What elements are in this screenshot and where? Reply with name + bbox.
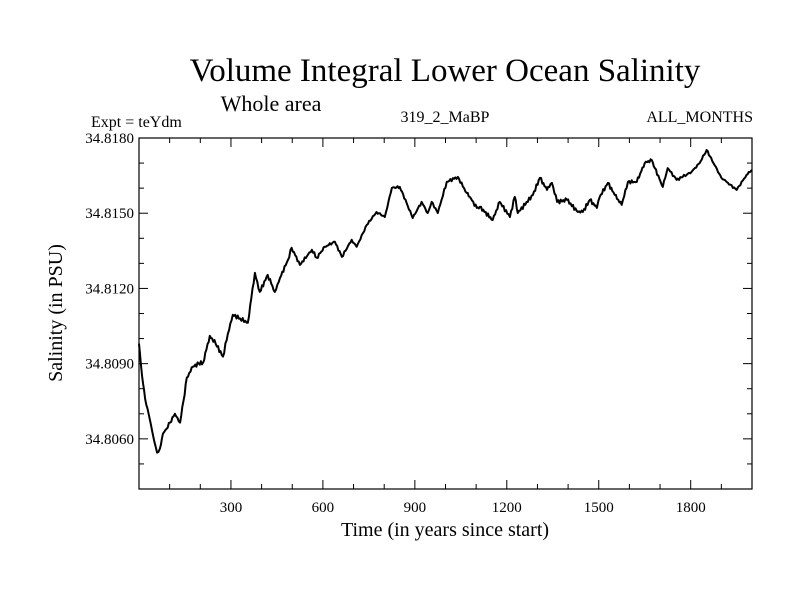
- chart-subtitle: Whole area: [221, 91, 322, 116]
- chart-title: Volume Integral Lower Ocean Salinity: [190, 53, 701, 89]
- plot-frame: [138, 137, 753, 490]
- experiment-label: Expt = teYdm: [91, 114, 182, 131]
- x-tick-labels: 300 600 900 1200 1500 1800: [220, 500, 706, 516]
- x-tick-label: 300: [220, 500, 243, 516]
- series-line: [138, 149, 753, 454]
- y-tick-label: 34.8150: [85, 206, 134, 222]
- y-tick-labels: 34.8060 34.8090 34.8120 34.8150 34.8180: [85, 131, 134, 448]
- x-tick-label: 900: [404, 500, 427, 516]
- x-tick-label: 1800: [676, 500, 706, 516]
- run-id-label: 319_2_MaBP: [401, 109, 490, 126]
- axes: [138, 137, 753, 490]
- months-label: ALL_MONTHS: [646, 109, 753, 126]
- x-axis-label: Time (in years since start): [341, 519, 549, 541]
- y-tick-label: 34.8090: [85, 357, 134, 373]
- y-tick-label: 34.8060: [85, 432, 134, 448]
- y-tick-label: 34.8120: [85, 281, 134, 297]
- series-group: [138, 149, 753, 454]
- x-tick-label: 600: [312, 500, 335, 516]
- x-tick-label: 1500: [584, 500, 614, 516]
- y-tick-label: 34.8180: [85, 131, 134, 147]
- x-tick-label: 1200: [492, 500, 522, 516]
- y-axis-label: Salinity (in PSU): [45, 244, 67, 382]
